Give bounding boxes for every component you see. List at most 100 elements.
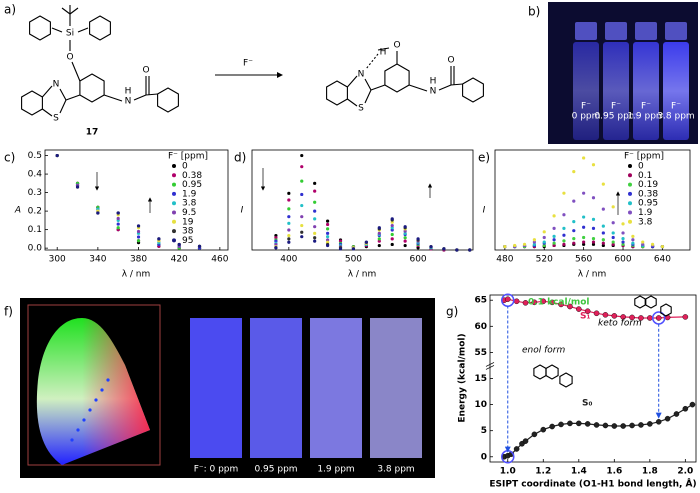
data-point xyxy=(390,232,394,237)
ring xyxy=(157,87,179,113)
bond xyxy=(450,83,463,86)
legend-label: 0.1 xyxy=(638,171,652,181)
data-point xyxy=(620,423,626,429)
y-tick-label: 0.2 xyxy=(28,207,42,217)
data-point xyxy=(549,299,555,306)
data-point xyxy=(177,242,181,247)
atom-label: O xyxy=(447,56,454,66)
data-point xyxy=(403,239,407,243)
data-point xyxy=(584,308,591,314)
data-point xyxy=(300,203,304,208)
data-point xyxy=(552,243,556,248)
cie-point xyxy=(106,378,110,382)
panel-label: e) xyxy=(478,151,490,165)
vial-ion: F⁻ xyxy=(671,102,681,112)
vial-conc: 3.8 ppm xyxy=(657,112,694,122)
y-tick-label: 55 xyxy=(474,348,487,358)
data-point xyxy=(455,248,459,252)
legend-label: 1.9 xyxy=(182,189,197,199)
data-point xyxy=(116,211,120,215)
legend-marker xyxy=(172,219,176,224)
vial xyxy=(633,42,659,140)
data-point xyxy=(532,238,536,242)
data-point xyxy=(562,191,566,195)
legend-marker xyxy=(172,238,176,243)
bond xyxy=(61,7,71,15)
data-point xyxy=(326,222,330,227)
data-point xyxy=(572,219,576,224)
legend-marker xyxy=(628,191,632,196)
legend-label: 3.8 xyxy=(638,217,653,227)
data-point xyxy=(611,205,615,209)
cie-point xyxy=(70,438,74,442)
data-point xyxy=(631,234,635,238)
data-point xyxy=(664,415,671,422)
data-point xyxy=(660,244,665,249)
bond xyxy=(59,99,67,114)
data-point xyxy=(403,229,407,233)
x-tick-label: 1.0 xyxy=(500,467,516,477)
data-point xyxy=(601,207,605,211)
bond xyxy=(42,108,53,117)
panel-label: a) xyxy=(4,3,16,17)
data-point xyxy=(611,231,615,235)
panel-label: b) xyxy=(528,5,540,19)
bond xyxy=(438,84,452,91)
ring xyxy=(462,77,484,103)
data-point xyxy=(562,213,566,217)
x-tick-label: 400 xyxy=(280,255,297,265)
x-axis-label: λ / nm xyxy=(348,270,377,280)
y-axis-label: I xyxy=(241,206,244,216)
data-point xyxy=(313,181,317,185)
data-point xyxy=(326,231,330,235)
cie-gamut-red xyxy=(36,318,151,465)
y-tick-label: 0.1 xyxy=(28,225,42,235)
bond xyxy=(364,78,372,91)
data-point xyxy=(287,221,291,225)
y-tick-label: 15 xyxy=(474,374,487,384)
x-tick-label: 300 xyxy=(49,255,66,265)
data-point xyxy=(531,299,538,306)
data-point xyxy=(116,222,120,226)
atom-label: H xyxy=(380,48,387,58)
data-point xyxy=(522,438,529,444)
data-point xyxy=(403,231,407,235)
annotation: enol form xyxy=(522,346,565,356)
data-point xyxy=(582,156,586,160)
data-point xyxy=(593,310,600,317)
data-point xyxy=(582,191,586,195)
data-point xyxy=(300,153,304,158)
legend-label: 1.9 xyxy=(638,208,653,218)
y-axis-label: A xyxy=(14,206,21,216)
legend-marker xyxy=(628,210,632,215)
data-point xyxy=(650,242,655,246)
bond xyxy=(41,85,53,98)
data-point xyxy=(552,241,556,245)
data-point xyxy=(390,220,394,224)
legend-marker xyxy=(628,173,632,178)
bond xyxy=(103,94,123,102)
bond xyxy=(59,88,67,101)
panel-label: d) xyxy=(234,151,246,165)
data-point xyxy=(390,237,394,241)
vial-ion: F⁻ xyxy=(581,102,591,112)
data-point xyxy=(629,422,635,429)
film-label: 3.8 ppm xyxy=(377,465,414,475)
legend-marker xyxy=(172,173,176,178)
panel-label: g) xyxy=(446,305,458,319)
film xyxy=(370,318,422,458)
data-point xyxy=(468,248,472,252)
data-point xyxy=(558,421,564,428)
data-point xyxy=(300,192,304,197)
data-point xyxy=(542,235,546,240)
data-point xyxy=(136,229,141,234)
x-tick-label: 480 xyxy=(496,255,513,265)
ring xyxy=(559,372,573,388)
data-point xyxy=(313,217,317,221)
film-label: 1.9 ppm xyxy=(317,465,354,475)
film xyxy=(250,318,302,458)
data-point xyxy=(542,240,546,244)
data-point xyxy=(591,196,596,200)
data-point xyxy=(326,219,330,223)
legend-marker xyxy=(628,182,632,187)
